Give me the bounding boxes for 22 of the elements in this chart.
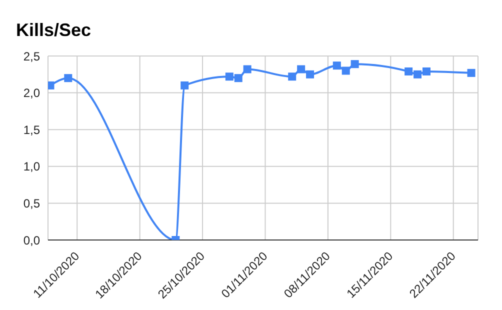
y-tick-label: 0,0 xyxy=(23,233,40,248)
point xyxy=(342,66,350,75)
y-tick-label: 2,5 xyxy=(23,49,40,64)
point xyxy=(234,74,242,82)
point xyxy=(306,70,314,78)
point xyxy=(414,70,422,78)
point xyxy=(332,62,341,70)
chart-title: Kills/Sec xyxy=(15,19,92,42)
point xyxy=(64,74,72,82)
point xyxy=(225,72,234,81)
point xyxy=(422,67,430,76)
point xyxy=(288,72,296,81)
point xyxy=(350,60,359,68)
y-tick-label: 1,5 xyxy=(23,122,40,137)
point xyxy=(180,81,189,90)
y-tick-label: 2,0 xyxy=(23,86,40,100)
point xyxy=(404,67,413,76)
y-tick-label: 1,0 xyxy=(23,160,40,174)
point xyxy=(297,65,306,74)
point xyxy=(243,65,252,74)
y-tick-label: 0,5 xyxy=(23,196,40,210)
point xyxy=(467,68,476,77)
